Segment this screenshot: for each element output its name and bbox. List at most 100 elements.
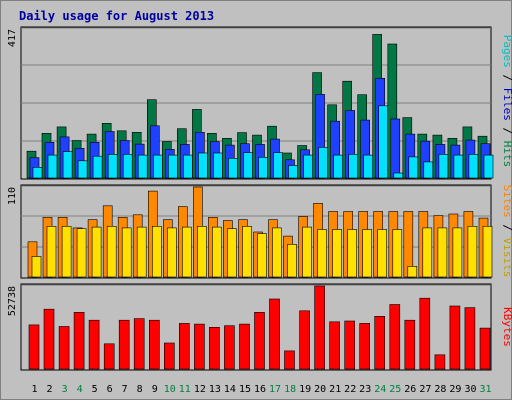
sites-bar-day-3 xyxy=(61,226,72,278)
sites-bar-day-19 xyxy=(302,226,312,278)
pages-bar-day-14 xyxy=(228,158,238,179)
kbytes-bar-day-11 xyxy=(179,323,190,370)
pages-bar-day-5 xyxy=(92,155,103,179)
kbytes-bar-day-25 xyxy=(389,304,401,370)
pages-bar-day-9 xyxy=(153,154,163,179)
x-tick-label-day-28: 28 xyxy=(434,384,446,395)
kbytes-bar-day-20 xyxy=(314,285,325,370)
sites-bar-day-9 xyxy=(152,226,162,278)
pages-bar-day-24 xyxy=(378,105,389,179)
x-tick-label-day-23: 23 xyxy=(359,384,371,395)
sites-bar-day-30 xyxy=(467,226,478,278)
series-kbytes xyxy=(28,285,491,370)
x-tick-label-day-3: 3 xyxy=(62,384,68,395)
x-tick-label-day-15: 15 xyxy=(239,384,251,395)
legend-hits: Hits xyxy=(501,141,512,168)
sites-bar-day-25 xyxy=(392,229,403,278)
sites-bar-day-10 xyxy=(167,227,177,278)
sites-bar-day-22 xyxy=(347,229,358,278)
kbytes-bar-day-1 xyxy=(28,324,40,370)
sites-bar-day-6 xyxy=(106,226,117,278)
pages-bar-day-16 xyxy=(258,157,268,179)
pages-bar-day-19 xyxy=(303,154,313,179)
pages-bar-day-29 xyxy=(453,154,464,179)
kbytes-bar-day-17 xyxy=(269,298,280,370)
kbytes-bar-day-27 xyxy=(419,297,431,370)
kbytes-bar-day-24 xyxy=(374,315,386,370)
sites-bar-day-4 xyxy=(76,228,87,278)
legend-separator: / xyxy=(501,218,512,238)
pages-bar-day-8 xyxy=(137,154,148,179)
sites-bar-day-27 xyxy=(422,227,433,278)
pages-bar-day-10 xyxy=(168,154,178,179)
sites-bar-day-18 xyxy=(287,244,297,278)
pages-bar-day-20 xyxy=(318,147,328,179)
kbytes-bar-day-23 xyxy=(359,323,371,370)
sites-bar-day-5 xyxy=(91,226,102,278)
pages-bar-day-2 xyxy=(47,154,58,179)
sites-bar-day-29 xyxy=(452,227,463,278)
x-tick-label-day-27: 27 xyxy=(419,384,431,395)
sites-bar-day-8 xyxy=(136,226,147,278)
sites-bar-day-20 xyxy=(317,229,327,278)
sites-bar-day-26 xyxy=(407,266,418,278)
kbytes-bar-day-13 xyxy=(209,326,220,370)
panel-middle: 110 Sites / Visits xyxy=(7,184,512,279)
pages-bar-day-28 xyxy=(438,154,449,179)
sites-bar-day-23 xyxy=(362,229,373,278)
pages-bar-day-12 xyxy=(198,152,208,179)
sites-bar-day-7 xyxy=(121,227,132,278)
legend-separator: / xyxy=(501,121,512,141)
legend-files: Files xyxy=(501,88,512,121)
sites-bar-day-14 xyxy=(227,228,237,278)
kbytes-bar-day-3 xyxy=(58,326,70,370)
panel-bottom-max-label: 52738 xyxy=(7,286,18,316)
panel-bottom-legend: KBytes xyxy=(501,307,512,347)
sites-bar-day-21 xyxy=(332,229,342,278)
panel-top-legend: Pages / Files / Hits xyxy=(501,35,512,168)
kbytes-bar-day-10 xyxy=(164,342,175,370)
kbytes-bar-day-19 xyxy=(299,310,310,370)
sites-bar-day-31 xyxy=(482,226,493,278)
x-tick-label-day-11: 11 xyxy=(179,384,191,395)
x-tick-label-day-29: 29 xyxy=(449,384,461,395)
pages-bar-day-18 xyxy=(288,165,298,179)
legend-visits: Visits xyxy=(501,238,512,278)
kbytes-bar-day-28 xyxy=(434,354,446,370)
sites-bar-day-12 xyxy=(197,226,207,278)
pages-bar-day-26 xyxy=(408,156,419,179)
x-tick-label-day-20: 20 xyxy=(314,384,326,395)
x-tick-label-day-19: 19 xyxy=(299,384,311,395)
pages-bar-day-21 xyxy=(333,154,343,179)
kbytes-bar-day-2 xyxy=(43,308,55,370)
legend-separator: / xyxy=(501,68,512,88)
x-tick-label-day-6: 6 xyxy=(107,384,113,395)
panel-top-max-label: 417 xyxy=(7,29,18,47)
pages-bar-day-22 xyxy=(348,154,359,179)
x-tick-label-day-24: 24 xyxy=(374,384,386,395)
sites-bar-day-11 xyxy=(182,226,192,278)
kbytes-bar-day-12 xyxy=(194,323,205,370)
x-tick-label-day-31: 31 xyxy=(479,384,491,395)
x-tick-label-day-10: 10 xyxy=(164,384,176,395)
x-tick-label-day-4: 4 xyxy=(77,384,83,395)
pages-bar-day-31 xyxy=(483,154,494,179)
x-tick-label-day-7: 7 xyxy=(122,384,128,395)
legend-kbytes: KBytes xyxy=(501,307,512,347)
x-tick-label-day-14: 14 xyxy=(224,384,236,395)
panel-middle-legend: Sites / Visits xyxy=(501,185,512,278)
kbytes-bar-day-6 xyxy=(103,343,115,370)
kbytes-bar-day-5 xyxy=(88,319,100,370)
chart-title: Daily usage for August 2013 xyxy=(19,9,214,23)
series-pages xyxy=(32,105,494,179)
x-tick-label-day-30: 30 xyxy=(464,384,476,395)
x-tick-label-day-5: 5 xyxy=(92,384,98,395)
kbytes-bar-day-26 xyxy=(404,319,416,370)
x-tick-label-day-22: 22 xyxy=(344,384,356,395)
sites-bar-day-28 xyxy=(437,227,448,278)
x-tick-label-day-8: 8 xyxy=(137,384,143,395)
pages-bar-day-13 xyxy=(213,152,223,179)
pages-bar-day-17 xyxy=(273,152,283,179)
panel-bottom: 52738 KBytes xyxy=(7,283,512,371)
